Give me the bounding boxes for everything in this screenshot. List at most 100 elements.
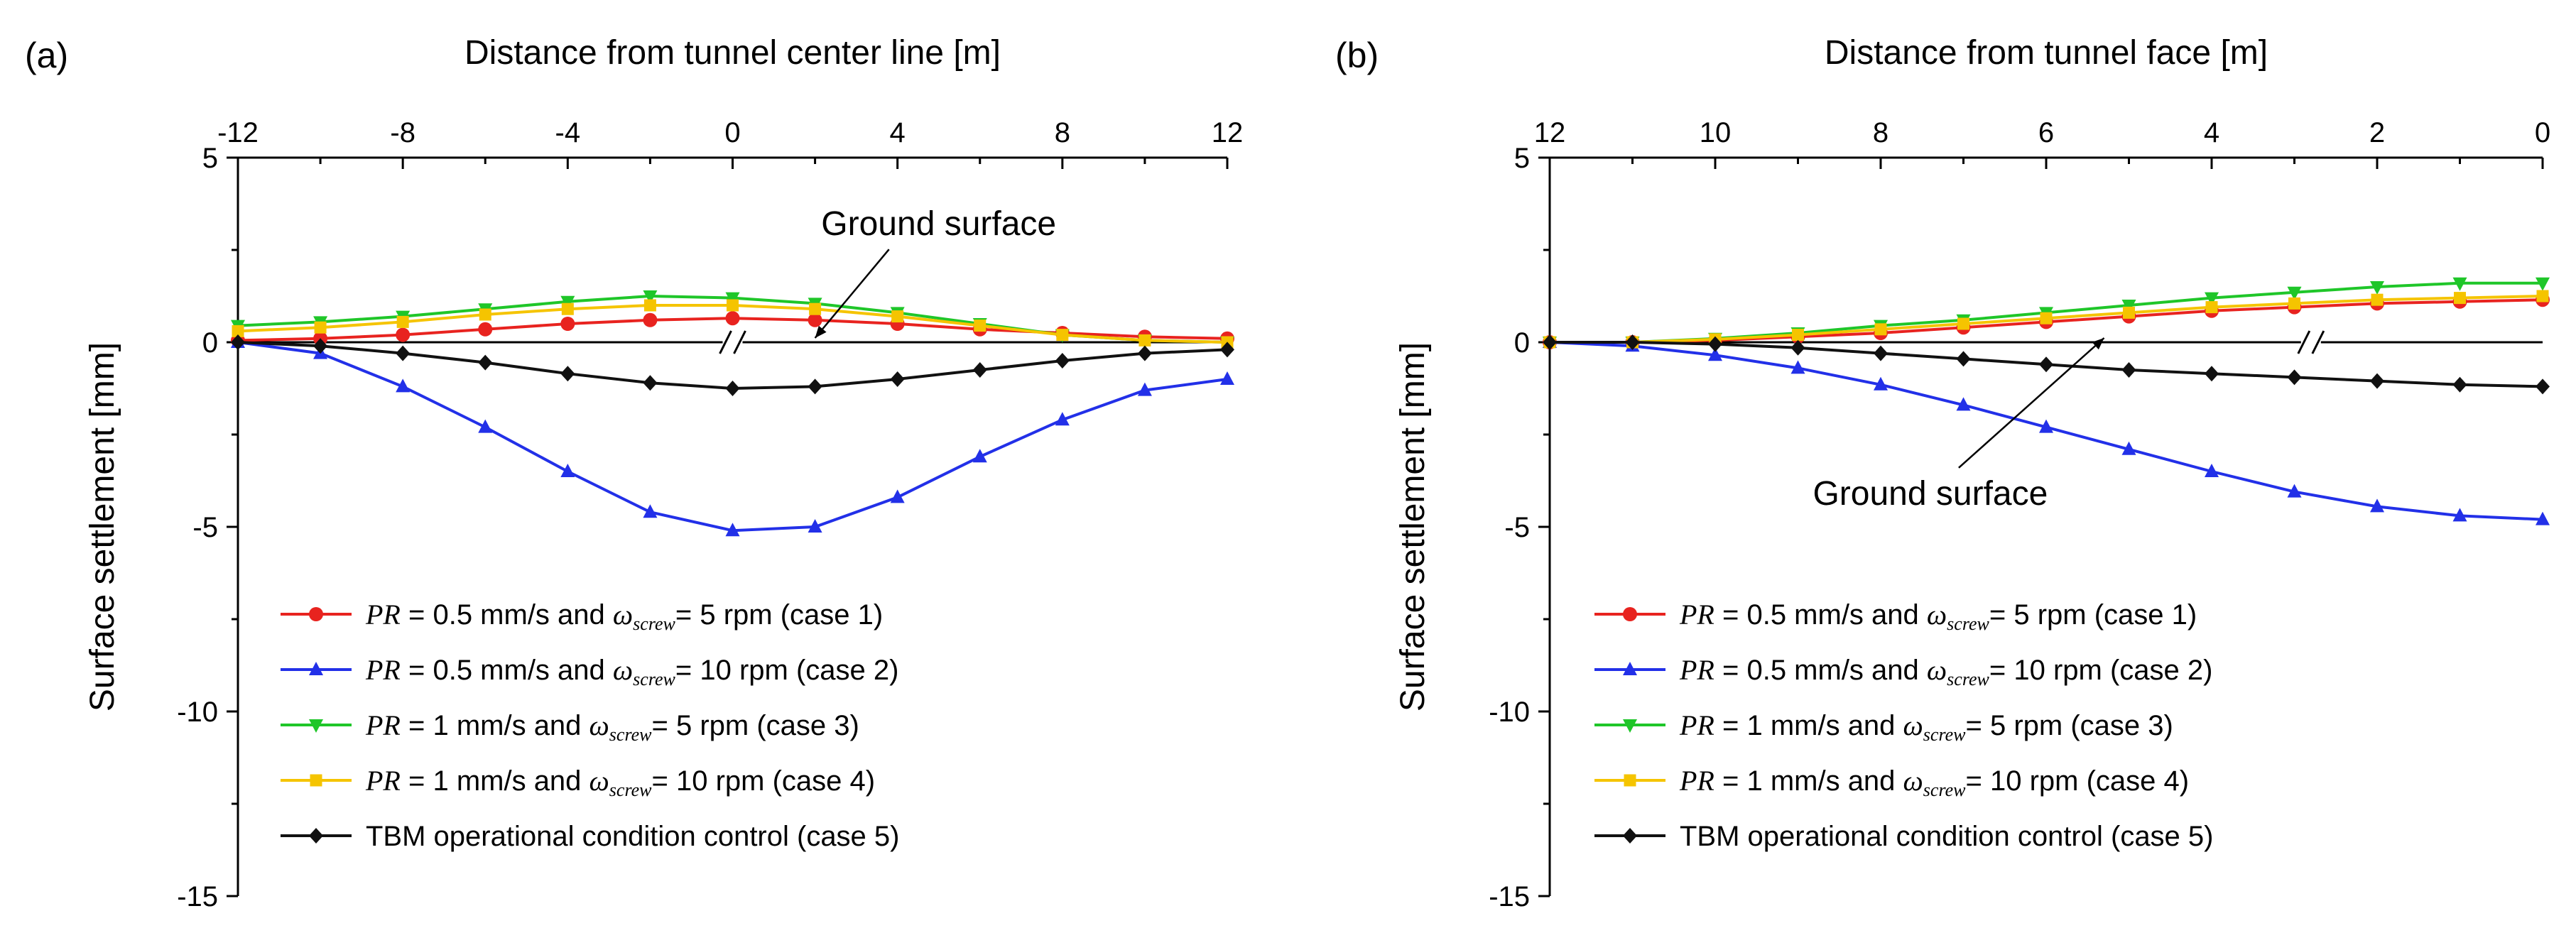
legend-text-a: = 0.5 mm/s and: [1714, 655, 1927, 686]
data-point: [727, 299, 739, 312]
legend-omega-symbol: ω: [613, 654, 633, 686]
data-point: [2536, 277, 2550, 291]
y-tick-label: -5: [192, 512, 218, 543]
data-point: [643, 290, 658, 304]
x-tick-label: 8: [1873, 117, 1888, 148]
data-point: [560, 366, 575, 382]
data-point: [2536, 290, 2549, 302]
y-tick-label: -15: [177, 881, 218, 912]
legend-omega-symbol: ω: [589, 765, 609, 797]
legend-entry-case-1: PR = 0.5 mm/s and ωscrew= 5 rpm (case 1): [1679, 599, 2197, 634]
x-axis-title: Distance from tunnel center line [m]: [464, 34, 1001, 72]
x-tick-label: 2: [2369, 117, 2385, 148]
data-point: [560, 295, 575, 310]
data-point: [1708, 347, 1722, 361]
data-point: [725, 381, 740, 396]
data-point: [808, 312, 822, 327]
legend-pr-symbol: PR: [365, 709, 401, 741]
data-point: [1137, 382, 1152, 396]
annotation-arrow-head: [815, 325, 827, 338]
data-point: [1874, 376, 1888, 391]
legend-swatch-marker: [309, 828, 323, 844]
legend-pr-symbol: PR: [365, 765, 401, 797]
legend-omega-symbol: ω: [613, 599, 633, 631]
data-point: [478, 419, 493, 433]
data-point: [396, 345, 411, 361]
legend-pr-symbol: PR: [1679, 599, 1714, 631]
legend-text-a: = 0.5 mm/s and: [401, 655, 613, 686]
legend-subscript: screw: [609, 780, 652, 800]
legend-subscript: screw: [1947, 613, 1989, 634]
legend-text-a: = 1 mm/s and: [1714, 710, 1903, 741]
data-point: [643, 312, 658, 327]
legend-text-a: = 1 mm/s and: [1714, 765, 1903, 797]
data-point: [974, 320, 987, 332]
data-point: [643, 299, 656, 312]
legend-text-b: = 5 rpm (case 1): [675, 599, 883, 631]
data-point: [2205, 366, 2219, 382]
legend-entry-case-5: TBM operational condition control (case …: [366, 821, 899, 852]
legend-text-b: = 10 rpm (case 2): [1989, 655, 2213, 686]
data-point: [2536, 378, 2550, 395]
data-point: [2287, 286, 2302, 300]
data-point: [2123, 306, 2135, 319]
data-point: [313, 338, 328, 354]
data-point: [396, 378, 411, 393]
ground-surface-annotation: Ground surface: [821, 205, 1056, 243]
data-point: [1543, 334, 1557, 350]
data-point: [2121, 362, 2136, 378]
legend-subscript: screw: [1923, 724, 1966, 745]
legend-swatch-marker: [1623, 828, 1637, 844]
data-point: [1138, 334, 1151, 347]
x-tick-label: 12: [1534, 117, 1566, 148]
y-tick-label: -5: [1504, 512, 1530, 543]
data-point: [1874, 345, 1888, 361]
legend-pr-symbol: PR: [1679, 654, 1714, 686]
data-point: [561, 302, 574, 315]
data-point: [2205, 292, 2219, 306]
legend-text-b: = 5 rpm (case 3): [1966, 710, 2173, 741]
legend-subscript: screw: [633, 669, 675, 689]
data-point: [396, 327, 411, 342]
legend-text-b: = 10 rpm (case 2): [675, 655, 899, 686]
legend-text-a: = 0.5 mm/s and: [1714, 599, 1927, 631]
legend-text-b: = 10 rpm (case 4): [652, 765, 876, 797]
data-point: [1956, 397, 1971, 411]
data-point: [2040, 312, 2053, 324]
data-point: [2121, 441, 2136, 455]
legend-swatch-marker: [309, 719, 323, 733]
data-point: [891, 310, 904, 323]
legend-omega-symbol: ω: [589, 709, 609, 741]
data-point: [2452, 376, 2467, 393]
legend-swatch-marker: [1623, 719, 1637, 733]
data-point: [725, 311, 740, 326]
data-point: [2039, 419, 2053, 433]
data-point: [2454, 292, 2466, 305]
data-point: [1957, 317, 1969, 330]
data-point: [1220, 342, 1234, 358]
data-point: [560, 317, 575, 331]
legend-swatch-marker: [310, 774, 322, 787]
legend-omega-symbol: ω: [1927, 654, 1947, 686]
legend-subscript: screw: [1923, 780, 1966, 800]
annotation-arrow-head: [2092, 338, 2104, 350]
x-tick-label: 0: [724, 117, 740, 148]
legend: PR = 0.5 mm/s and ωscrew= 5 rpm (case 1)…: [281, 599, 899, 852]
x-tick-label: 12: [1212, 117, 1244, 148]
data-point: [2205, 464, 2219, 477]
data-point: [231, 334, 245, 350]
legend-text-a: = 0.5 mm/s and: [401, 599, 613, 631]
panel-label: (a): [25, 36, 68, 75]
data-point: [2370, 281, 2384, 295]
legend-omega-symbol: ω: [1903, 765, 1923, 797]
x-tick-label: -4: [555, 117, 581, 148]
data-point: [808, 519, 822, 533]
x-tick-label: -12: [217, 117, 259, 148]
x-tick-label: 4: [2204, 117, 2219, 148]
data-point: [1874, 323, 1887, 336]
data-point: [808, 378, 822, 395]
data-point: [2370, 373, 2384, 389]
y-tick-label: 0: [1514, 327, 1530, 359]
data-point: [232, 324, 244, 337]
data-point: [314, 321, 327, 334]
